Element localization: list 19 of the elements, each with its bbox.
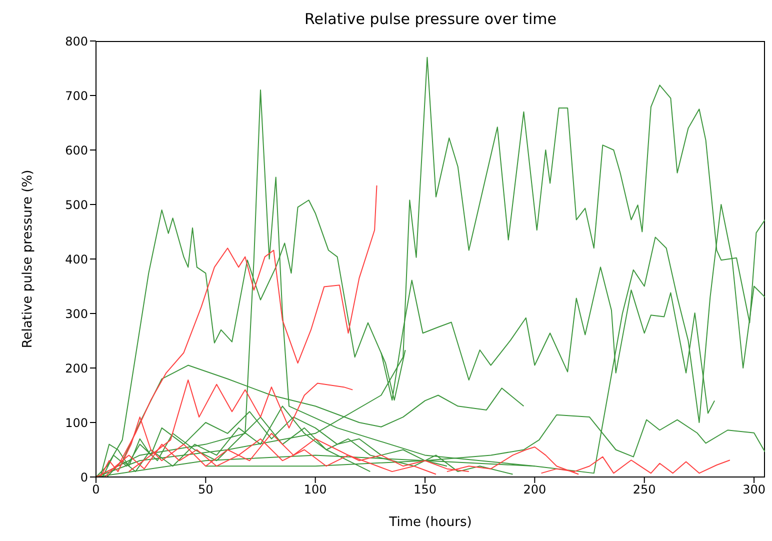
y-tick-label: 800 [65,34,88,48]
x-axis-title: Time (hours) [388,515,473,530]
y-tick-label: 200 [65,361,88,376]
y-tick-label: 0 [80,470,88,484]
y-tick-label: 100 [65,416,88,430]
x-tick-label: 200 [523,482,546,497]
y-tick-label: 500 [65,198,88,212]
x-tick-label: 0 [92,482,100,497]
y-tick-label: 400 [65,252,88,266]
y-axis-title: Relative pulse pressure (%) [20,170,36,348]
x-tick-label: 100 [304,482,327,497]
y-tick-label: 300 [65,306,88,321]
x-tick-label: 250 [632,482,656,497]
x-tick-label: 300 [742,482,766,497]
x-tick-label: 150 [414,482,436,497]
chart-title: Relative pulse pressure over time [304,10,558,28]
y-tick-label: 700 [65,88,88,103]
y-tick-label: 600 [65,143,88,158]
x-tick-label: 50 [198,482,214,497]
